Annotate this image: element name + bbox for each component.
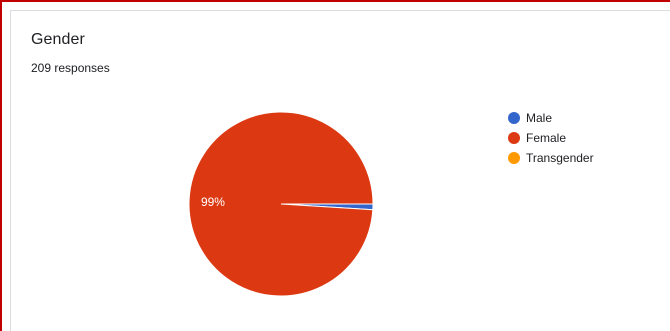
legend-swatch-transgender (508, 152, 520, 164)
legend-label-male: Male (526, 111, 553, 125)
legend-swatch-female (508, 132, 520, 144)
response-count: 209 responses (31, 61, 110, 75)
legend-item-male[interactable]: Male (508, 108, 594, 128)
legend-swatch-male (508, 112, 520, 124)
question-title: Gender (31, 31, 85, 48)
chart-legend: Male Female Transgender (508, 108, 594, 168)
legend-item-female[interactable]: Female (508, 128, 594, 148)
pie-label-female: 99% (201, 195, 225, 209)
card-border (10, 10, 670, 331)
legend-label-transgender: Transgender (526, 151, 594, 165)
legend-label-female: Female (526, 131, 567, 145)
pie-slice-female[interactable] (188, 111, 374, 297)
legend-item-transgender[interactable]: Transgender (508, 148, 594, 168)
